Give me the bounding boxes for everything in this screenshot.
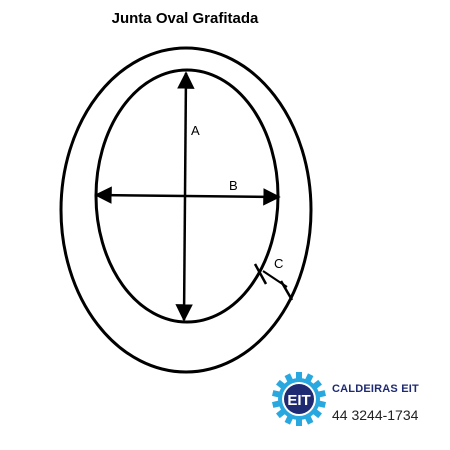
brand-phone: 44 3244-1734 — [332, 407, 419, 423]
dimension-c-tick-outer — [279, 280, 294, 301]
gear-tooth — [296, 372, 302, 380]
dimension-b-label: B — [229, 178, 238, 193]
caldeiras-eit-logo-icon: EIT — [272, 372, 326, 426]
dimension-c-label: C — [274, 256, 283, 271]
diagram-title: Junta Oval Grafitada — [111, 10, 259, 27]
svg-text:EIT: EIT — [287, 392, 310, 409]
gear-tooth — [296, 418, 302, 426]
dimension-b-arrow — [94, 186, 281, 206]
dimension-a-label: A — [191, 123, 200, 138]
dimension-c-tick-inner — [253, 263, 268, 285]
outer-ellipse — [59, 46, 313, 374]
brand-name: CALDEIRAS EIT — [332, 383, 419, 395]
